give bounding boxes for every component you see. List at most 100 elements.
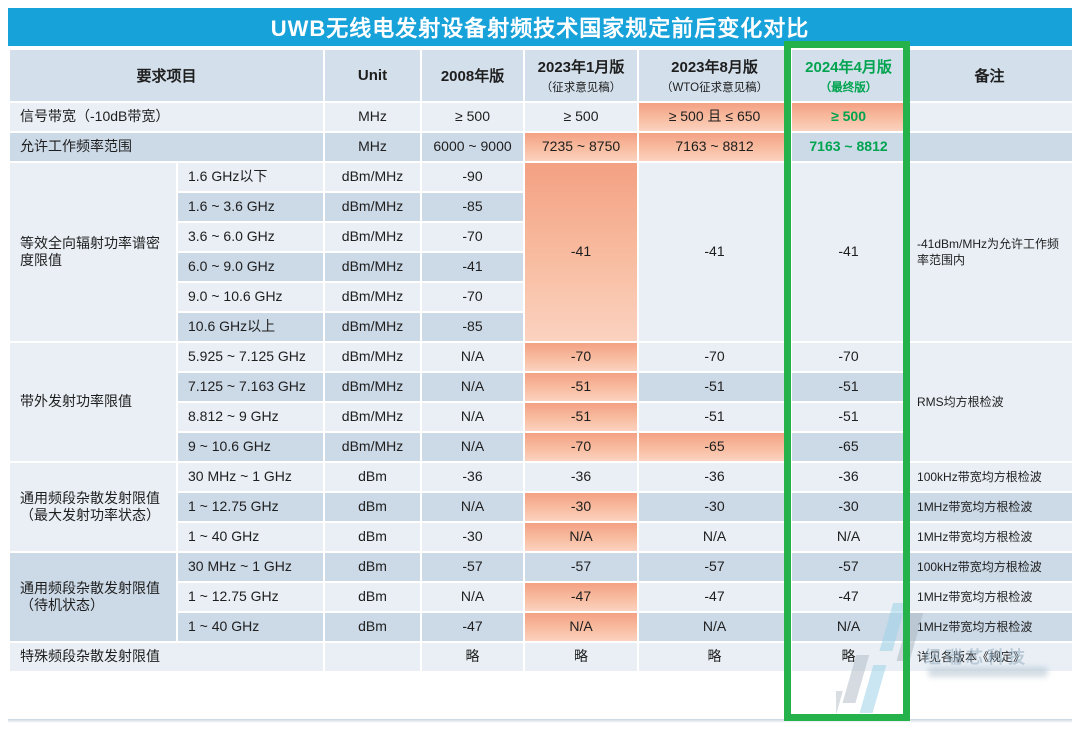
unit-cell: MHz (323, 131, 423, 163)
value-2023-08-cell: -36 (637, 461, 793, 493)
col-header-2023-08-title: 2023年8月版 (671, 59, 758, 76)
group-label-cell: 通用频段杂散发射限值（待机状态） (8, 551, 178, 643)
table-row: 10.6 GHz以上 dBm/MHz -85 (9, 311, 1073, 343)
col-header-2023-08-subtitle: （WTO征求意见稿） (660, 82, 769, 94)
group-label-cell: 带外发射功率限值 (8, 341, 178, 463)
value-2023-01-cell: N/A (523, 521, 640, 553)
note-cell: 详见各版本《规定》 (905, 641, 1075, 673)
unit-cell: dBm/MHz (323, 161, 423, 193)
header-row: 要求项目 Unit 2008年版 2023年1月版 （征求意见稿） 2023年8… (7, 48, 1075, 103)
unit-cell: dBm/MHz (323, 251, 423, 283)
row-label-cell: 特殊频段杂散发射限值 (7, 641, 326, 673)
table-row: 1.6 ~ 3.6 GHz dBm/MHz -85 (9, 191, 1073, 223)
note-cell: 1MHz带宽均方根检波 (905, 491, 1075, 523)
value-2008-cell: -85 (420, 311, 526, 343)
value-2008-cell: N/A (420, 371, 526, 403)
col-header-2023-08: 2023年8月版 （WTO征求意见稿） (637, 48, 793, 103)
value-2023-08-cell: -41 (637, 161, 793, 343)
unit-cell: dBm (323, 521, 423, 553)
value-2023-08-cell: 略 (637, 641, 793, 673)
value-2023-01-cell: -70 (523, 341, 640, 373)
value-2008-cell: -70 (420, 281, 526, 313)
sub-label-cell: 8.812 ~ 9 GHz (175, 401, 326, 433)
value-2008-cell: -36 (420, 461, 526, 493)
value-2023-08-cell: -47 (637, 581, 793, 613)
table-row: 带外发射功率限值 5.925 ~ 7.125 GHz dBm/MHz N/A -… (8, 341, 1075, 463)
col-header-2023-01: 2023年1月版 （征求意见稿） (523, 48, 640, 103)
unit-cell: dBm (323, 461, 423, 493)
unit-cell: dBm (323, 611, 423, 643)
unit-cell: dBm (323, 551, 423, 583)
note-cell: 100kHz带宽均方根检波 (905, 461, 1075, 493)
sub-label-cell: 1 ~ 12.75 GHz (175, 491, 326, 523)
value-2008-cell: 6000 ~ 9000 (420, 131, 526, 163)
value-2008-cell: -47 (420, 611, 526, 643)
value-2024-04-cell: -65 (790, 431, 908, 463)
value-2023-08-cell: N/A (637, 611, 793, 643)
table-row: 等效全向辐射功率谱密度限值 1.6 GHz以下 dBm/MHz -90 -41 … (8, 161, 1075, 343)
value-2023-08-cell: -65 (637, 431, 793, 463)
table-row: 1 ~ 12.75 GHz dBm N/A -47 -47 -47 1MHz带宽… (9, 581, 1075, 613)
note-cell: -41dBm/MHz为允许工作频率范围内 (905, 161, 1075, 343)
sub-label-cell: 1 ~ 40 GHz (175, 521, 326, 553)
value-2024-04-cell: N/A (790, 611, 908, 643)
value-2023-01-cell: -70 (523, 431, 640, 463)
value-2008-cell: -85 (420, 191, 526, 223)
unit-cell: dBm/MHz (323, 431, 423, 463)
value-2023-08-cell: ≥ 500 且 ≤ 650 (637, 101, 793, 133)
col-header-2024-04-title: 2024年4月版 (805, 59, 892, 76)
value-2023-08-cell: 7163 ~ 8812 (637, 131, 793, 163)
table-row: 9 ~ 10.6 GHz dBm/MHz N/A -70 -65 -65 (9, 431, 1073, 463)
comparison-table: 要求项目 Unit 2008年版 2023年1月版 （征求意见稿） 2023年8… (7, 48, 1075, 673)
sub-label-cell: 1.6 ~ 3.6 GHz (175, 191, 326, 223)
unit-cell: MHz (323, 101, 423, 133)
value-2023-08-cell: -30 (637, 491, 793, 523)
table-row: 信号带宽（-10dB带宽） MHz ≥ 500 ≥ 500 ≥ 500 且 ≤ … (7, 101, 1075, 133)
col-header-unit: Unit (323, 48, 423, 103)
title-bar: UWB无线电发射设备射频技术国家规定前后变化对比 (8, 8, 1072, 46)
table-row: 9.0 ~ 10.6 GHz dBm/MHz -70 (9, 281, 1073, 313)
value-2024-04-cell: -47 (790, 581, 908, 613)
sub-label-cell: 9 ~ 10.6 GHz (175, 431, 326, 463)
value-2024-04-cell: -51 (790, 401, 908, 433)
sub-label-cell: 1.6 GHz以下 (175, 161, 326, 193)
group-label-cell: 通用频段杂散发射限值（最大发射功率状态） (8, 461, 178, 553)
table-row: 通用频段杂散发射限值（待机状态） 30 MHz ~ 1 GHz dBm -57 … (8, 551, 1075, 643)
col-header-2023-01-title: 2023年1月版 (537, 59, 625, 76)
value-2008-cell: N/A (420, 431, 526, 463)
value-2023-01-cell: -47 (523, 581, 640, 613)
sub-label-cell: 1 ~ 12.75 GHz (175, 581, 326, 613)
value-2023-01-cell: -57 (523, 551, 640, 583)
value-2008-cell: ≥ 500 (420, 101, 526, 133)
unit-cell: dBm/MHz (323, 341, 423, 373)
sub-label-cell: 5.925 ~ 7.125 GHz (175, 341, 326, 373)
value-2023-08-cell: -70 (637, 341, 793, 373)
table-row: 通用频段杂散发射限值（最大发射功率状态） 30 MHz ~ 1 GHz dBm … (8, 461, 1075, 553)
table-row: 8.812 ~ 9 GHz dBm/MHz N/A -51 -51 -51 (9, 401, 1073, 433)
table-row: 7.125 ~ 7.163 GHz dBm/MHz N/A -51 -51 -5… (9, 371, 1073, 403)
note-cell: 1MHz带宽均方根检波 (905, 611, 1075, 643)
col-header-note: 备注 (905, 48, 1075, 103)
sub-label-cell: 3.6 ~ 6.0 GHz (175, 221, 326, 253)
value-2023-01-cell: 7235 ~ 8750 (523, 131, 640, 163)
unit-cell: dBm (323, 491, 423, 523)
value-2024-04-cell: -70 (790, 341, 908, 373)
table-row: 6.0 ~ 9.0 GHz dBm/MHz -41 (9, 251, 1073, 283)
unit-cell: dBm/MHz (323, 281, 423, 313)
sub-label-cell: 6.0 ~ 9.0 GHz (175, 251, 326, 283)
value-2008-cell: N/A (420, 401, 526, 433)
note-cell (905, 131, 1075, 163)
row-label-cell: 允许工作频率范围 (7, 131, 326, 163)
value-2008-cell: -41 (420, 251, 526, 283)
value-2024-04-cell: -51 (790, 371, 908, 403)
col-header-2008: 2008年版 (420, 48, 526, 103)
unit-cell (323, 641, 423, 673)
sub-label-cell: 7.125 ~ 7.163 GHz (175, 371, 326, 403)
col-header-item: 要求项目 (7, 48, 326, 103)
group-label-cell: 等效全向辐射功率谱密度限值 (8, 161, 178, 343)
value-2023-01-cell: -30 (523, 491, 640, 523)
value-2023-08-cell: N/A (637, 521, 793, 553)
table-row: 3.6 ~ 6.0 GHz dBm/MHz -70 (9, 221, 1073, 253)
col-header-2024-04-subtitle: （最终版） (819, 82, 878, 94)
value-2023-08-cell: -51 (637, 401, 793, 433)
